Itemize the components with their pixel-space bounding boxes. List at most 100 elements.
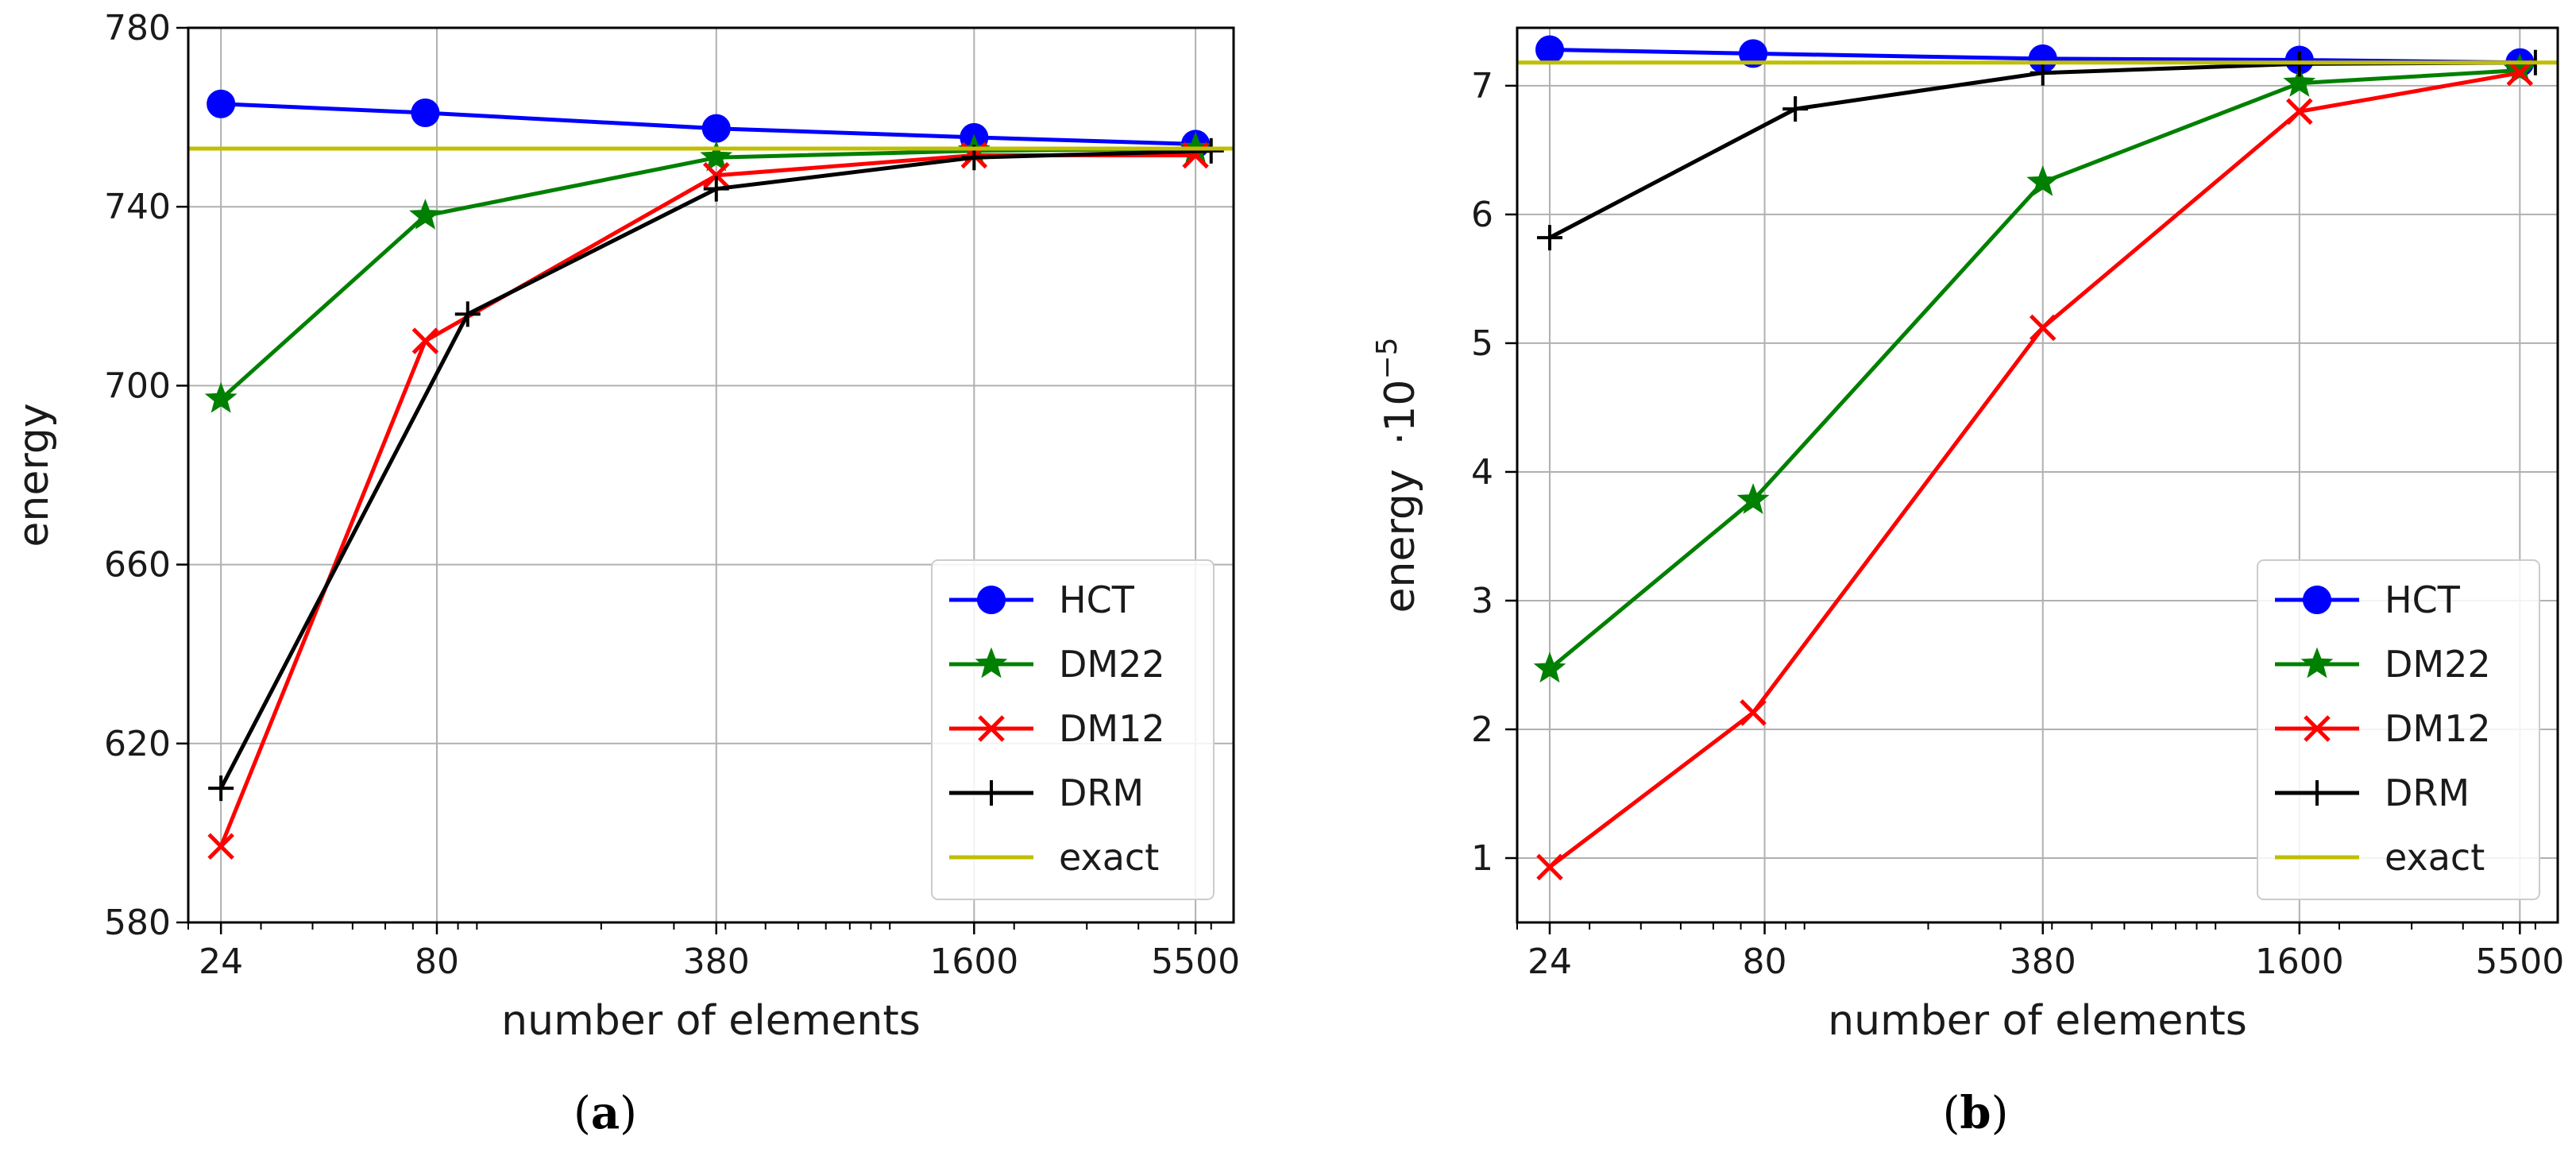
data-point-drm <box>703 176 729 202</box>
y-axis-label-text: energy <box>10 403 58 547</box>
axes-frame <box>1516 26 2559 924</box>
legend-label-drm: DRM <box>2385 771 2470 814</box>
data-point-dm22 <box>409 199 442 230</box>
x-tick-label: 24 <box>1527 942 1572 982</box>
y-axis-label: energy <box>10 403 58 547</box>
legend-marker-dm12 <box>2304 715 2331 742</box>
series-dm22 <box>1533 53 2536 683</box>
y-axis-exponent: −5 <box>1371 338 1404 380</box>
data-point-dm22 <box>2503 53 2536 84</box>
data-point-dm22 <box>1533 652 1566 683</box>
panel-caption: (b) <box>1943 1087 2009 1139</box>
y-tick-label: 4 <box>1471 452 1493 493</box>
y-axis-multiplier: ·10 <box>1377 380 1424 446</box>
axes-frame <box>187 26 1235 924</box>
data-point-hct <box>1535 35 1564 64</box>
plot-area <box>188 89 1234 860</box>
data-point-dm12 <box>2029 314 2057 342</box>
caption-close: ) <box>1991 1088 2009 1139</box>
data-point-dm22 <box>700 140 733 172</box>
data-point-dm22 <box>2026 164 2060 196</box>
data-point-dm12 <box>1740 699 1767 726</box>
y-tick-label: 700 <box>104 365 171 406</box>
data-point-dm22 <box>2283 66 2316 97</box>
x-tick-label: 80 <box>415 942 459 982</box>
legend-label-drm: DRM <box>1059 771 1144 814</box>
legend: HCT DM22 DM12 DRM exact <box>931 559 1215 900</box>
data-point-dm12 <box>2286 98 2313 126</box>
x-tick-label: 5500 <box>1151 942 1240 982</box>
legend-label-exact: exact <box>1059 836 1159 879</box>
data-point-dm12 <box>702 162 730 189</box>
caption-letter: a <box>591 1087 620 1139</box>
legend-label-dm12: DM12 <box>1059 707 1165 750</box>
legend-label-dm12: DM12 <box>2385 707 2491 750</box>
y-tick-label: 780 <box>104 8 171 48</box>
series-drm <box>208 137 1224 802</box>
data-point-dm12 <box>1536 853 1563 881</box>
y-axis-label-text: energy <box>1377 469 1424 613</box>
legend-label-dm22: DM22 <box>2385 643 2491 686</box>
y-tick-label: 2 <box>1471 710 1493 750</box>
y-tick-label: 3 <box>1471 581 1493 621</box>
legend-box <box>931 559 1215 900</box>
data-point-dm12 <box>2506 59 2534 87</box>
series-hct <box>1535 35 2535 77</box>
legend-marker-hct <box>2303 586 2331 614</box>
plot-area <box>1517 35 2558 881</box>
legend: HCT DM22 DM12 DRM exact <box>2257 559 2540 900</box>
legend-marker-hct <box>977 586 1006 614</box>
legend-marker-dm12 <box>978 715 1005 742</box>
y-tick-label: 1 <box>1471 838 1493 879</box>
x-tick-label: 1600 <box>2255 942 2344 982</box>
legend-marker-drm <box>979 780 1004 806</box>
legend-label-hct: HCT <box>2385 578 2461 621</box>
y-tick-label: 620 <box>104 724 171 764</box>
panel-caption: (a) <box>574 1087 637 1139</box>
caption-close: ) <box>620 1088 637 1139</box>
data-point-drm <box>1782 96 1809 122</box>
panel-a: 24 80 380 1600 5500 580 620 660 700 740 780 HCT DM22… <box>10 8 1240 1139</box>
y-tick-label: 5 <box>1471 323 1493 364</box>
data-point-dm22 <box>1736 483 1770 514</box>
legend-label-hct: HCT <box>1059 578 1135 621</box>
data-point-dm22 <box>204 381 238 413</box>
legend-marker-dm22 <box>975 647 1008 679</box>
data-point-drm <box>454 301 481 327</box>
x-tick-label: 1600 <box>929 942 1018 982</box>
y-tick-label: 660 <box>104 545 171 586</box>
data-point-hct <box>411 98 440 127</box>
legend-marker-dm22 <box>2300 647 2334 679</box>
y-tick-label: 6 <box>1471 195 1493 235</box>
series-dm12 <box>1536 59 2534 881</box>
data-point-hct <box>1739 39 1768 68</box>
x-tick-label: 380 <box>2010 942 2076 982</box>
series-dm22 <box>204 131 1212 413</box>
y-tick-label: 580 <box>104 903 171 943</box>
x-tick-label: 380 <box>683 942 750 982</box>
data-point-drm <box>1536 225 1562 251</box>
x-tick-label: 5500 <box>2475 942 2564 982</box>
caption-open: ( <box>574 1088 591 1139</box>
panel-b: 24 80 380 1600 5500 1 2 3 4 5 6 7 HCT DM22 DM12 DRM exac… <box>1371 26 2564 1139</box>
caption-open: ( <box>1943 1088 1960 1139</box>
data-point-hct <box>701 114 731 143</box>
x-axis-label: number of elements <box>501 997 921 1045</box>
x-tick-label: 24 <box>199 942 243 982</box>
legend-label-exact: exact <box>2385 836 2485 879</box>
x-tick-label: 80 <box>1743 942 1787 982</box>
x-axis-label: number of elements <box>1828 997 2247 1045</box>
legend-box <box>2257 559 2540 900</box>
legend-label-dm22: DM22 <box>1059 643 1165 686</box>
data-point-drm <box>1198 137 1224 164</box>
data-point-dm12 <box>411 327 439 354</box>
legend-marker-drm <box>2304 780 2330 806</box>
caption-letter: b <box>1960 1087 1991 1139</box>
y-axis-label: energy ·10−5 <box>1371 338 1424 613</box>
y-tick-label: 740 <box>104 187 171 227</box>
data-point-hct <box>207 89 236 118</box>
data-point-drm <box>208 775 234 802</box>
data-point-dm12 <box>207 833 234 860</box>
y-tick-label: 7 <box>1471 66 1493 106</box>
